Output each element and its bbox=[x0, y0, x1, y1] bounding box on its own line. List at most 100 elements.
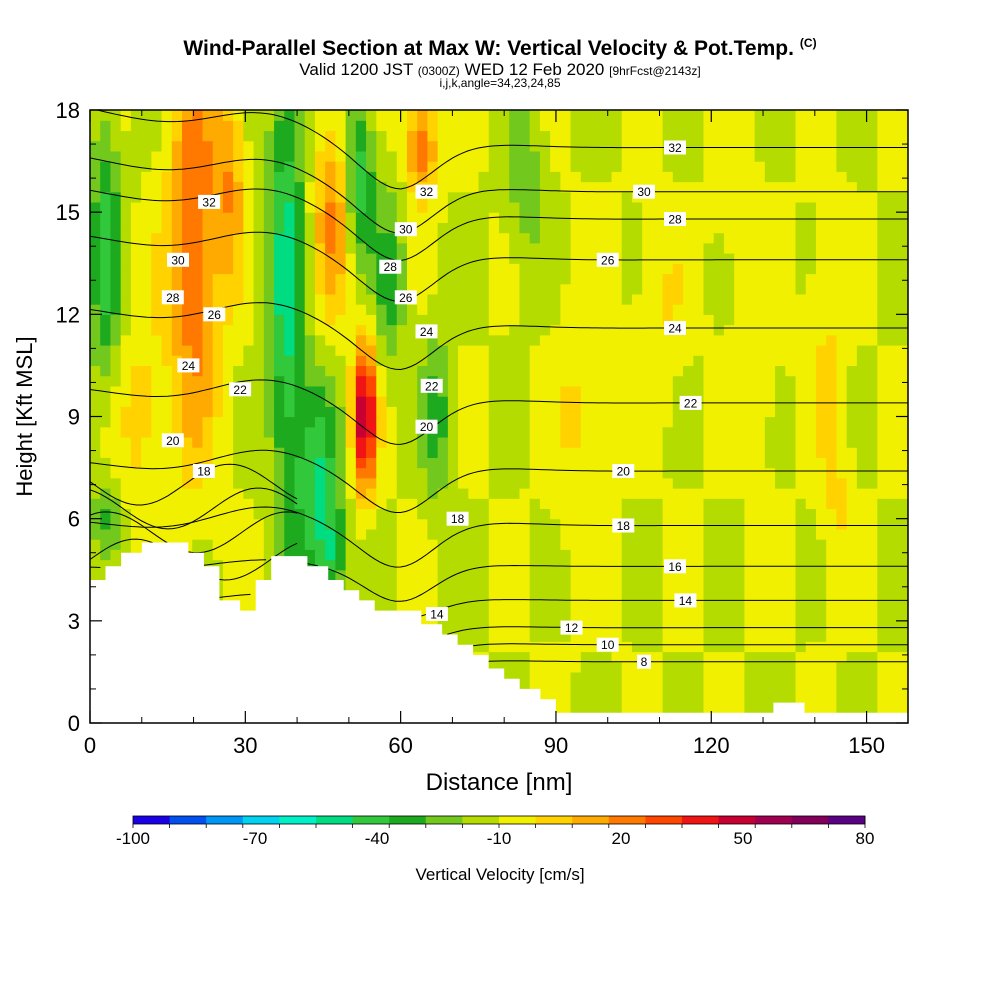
velocity-cell bbox=[693, 365, 705, 377]
velocity-cell bbox=[314, 518, 326, 530]
velocity-cell bbox=[785, 314, 797, 326]
velocity-cell bbox=[642, 212, 653, 223]
velocity-cell bbox=[355, 201, 367, 213]
velocity-cell bbox=[212, 212, 224, 223]
velocity-cell bbox=[754, 631, 766, 642]
velocity-cell bbox=[693, 590, 705, 601]
velocity-cell bbox=[795, 447, 807, 458]
velocity-cell bbox=[488, 273, 500, 285]
velocity-cell bbox=[458, 201, 469, 213]
velocity-cell bbox=[815, 110, 827, 121]
velocity-cell bbox=[846, 426, 858, 438]
velocity-cell bbox=[468, 355, 480, 367]
velocity-cell bbox=[826, 150, 838, 162]
velocity-cell bbox=[795, 528, 807, 540]
velocity-cell bbox=[887, 426, 899, 438]
velocity-cell bbox=[539, 171, 551, 183]
velocity-cell bbox=[396, 396, 408, 407]
velocity-cell bbox=[591, 375, 602, 387]
velocity-cell bbox=[805, 212, 817, 223]
velocity-cell bbox=[662, 569, 674, 581]
velocity-cell bbox=[335, 488, 347, 499]
velocity-cell bbox=[877, 171, 889, 183]
velocity-cell bbox=[652, 334, 664, 346]
velocity-cell bbox=[631, 682, 643, 693]
velocity-cell bbox=[284, 477, 296, 489]
velocity-cell bbox=[447, 385, 459, 397]
velocity-cell bbox=[754, 671, 766, 683]
velocity-cell bbox=[826, 181, 838, 193]
velocity-cell bbox=[120, 477, 132, 489]
velocity-cell bbox=[212, 559, 224, 571]
velocity-cell bbox=[171, 375, 183, 387]
velocity-cell bbox=[846, 620, 858, 632]
theta-contours bbox=[90, 110, 908, 663]
velocity-cell bbox=[560, 661, 572, 673]
velocity-cell bbox=[539, 416, 551, 428]
velocity-cell bbox=[631, 171, 643, 183]
velocity-cell bbox=[100, 477, 112, 489]
velocity-cell bbox=[795, 150, 807, 162]
velocity-cell bbox=[621, 181, 633, 193]
velocity-cell bbox=[693, 304, 705, 315]
velocity-cell bbox=[785, 528, 797, 540]
velocity-cell bbox=[631, 344, 643, 356]
velocity-cell bbox=[335, 314, 347, 326]
velocity-cell bbox=[887, 488, 899, 499]
velocity-cell bbox=[366, 253, 377, 264]
velocity-cell bbox=[263, 528, 275, 540]
velocity-cell bbox=[591, 396, 602, 407]
velocity-cell bbox=[243, 488, 255, 499]
velocity-cell bbox=[519, 559, 531, 571]
velocity-cell bbox=[499, 406, 510, 418]
theta-contour-26 bbox=[90, 231, 908, 302]
velocity-cell bbox=[233, 283, 244, 295]
velocity-cell bbox=[734, 426, 746, 438]
velocity-cell bbox=[284, 396, 296, 407]
velocity-cell bbox=[826, 396, 838, 407]
velocity-cell bbox=[611, 273, 623, 285]
velocity-cell bbox=[529, 161, 541, 172]
velocity-cell bbox=[222, 344, 234, 356]
velocity-cell bbox=[754, 283, 766, 295]
velocity-cell bbox=[212, 549, 224, 561]
velocity-cell bbox=[355, 253, 367, 264]
velocity-cell bbox=[171, 528, 183, 540]
velocity-cell bbox=[601, 661, 613, 673]
velocity-cell bbox=[826, 579, 838, 591]
velocity-cell bbox=[141, 201, 152, 213]
velocity-cell bbox=[151, 304, 163, 315]
velocity-cell bbox=[795, 140, 807, 152]
velocity-cell bbox=[417, 579, 429, 591]
velocity-cell bbox=[826, 569, 838, 581]
velocity-cell bbox=[468, 344, 480, 356]
velocity-cell bbox=[713, 457, 725, 469]
velocity-cell bbox=[437, 120, 449, 132]
velocity-cell bbox=[478, 365, 490, 377]
velocity-cell bbox=[662, 539, 674, 550]
velocity-cell bbox=[693, 528, 705, 540]
velocity-cell bbox=[529, 600, 541, 612]
velocity-cell bbox=[805, 692, 817, 704]
velocity-cell bbox=[519, 447, 531, 458]
velocity-cell bbox=[846, 355, 858, 367]
velocity-cell bbox=[652, 191, 664, 203]
velocity-cell bbox=[683, 140, 694, 152]
velocity-cell bbox=[417, 467, 429, 479]
velocity-cell bbox=[754, 426, 766, 438]
velocity-cell bbox=[478, 161, 490, 172]
velocity-cell bbox=[458, 273, 469, 285]
velocity-cell bbox=[499, 508, 510, 520]
velocity-cell bbox=[120, 212, 132, 223]
velocity-cell bbox=[580, 212, 592, 223]
velocity-cell bbox=[877, 467, 889, 479]
velocity-cell bbox=[519, 242, 531, 254]
velocity-cell bbox=[90, 242, 101, 254]
contour-label-text: 26 bbox=[601, 253, 615, 267]
velocity-cell bbox=[580, 324, 592, 336]
velocity-cell bbox=[785, 477, 797, 489]
velocity-cell bbox=[100, 283, 112, 295]
velocity-cell bbox=[171, 212, 183, 223]
velocity-cell bbox=[325, 375, 336, 387]
velocity-cell bbox=[723, 110, 735, 121]
